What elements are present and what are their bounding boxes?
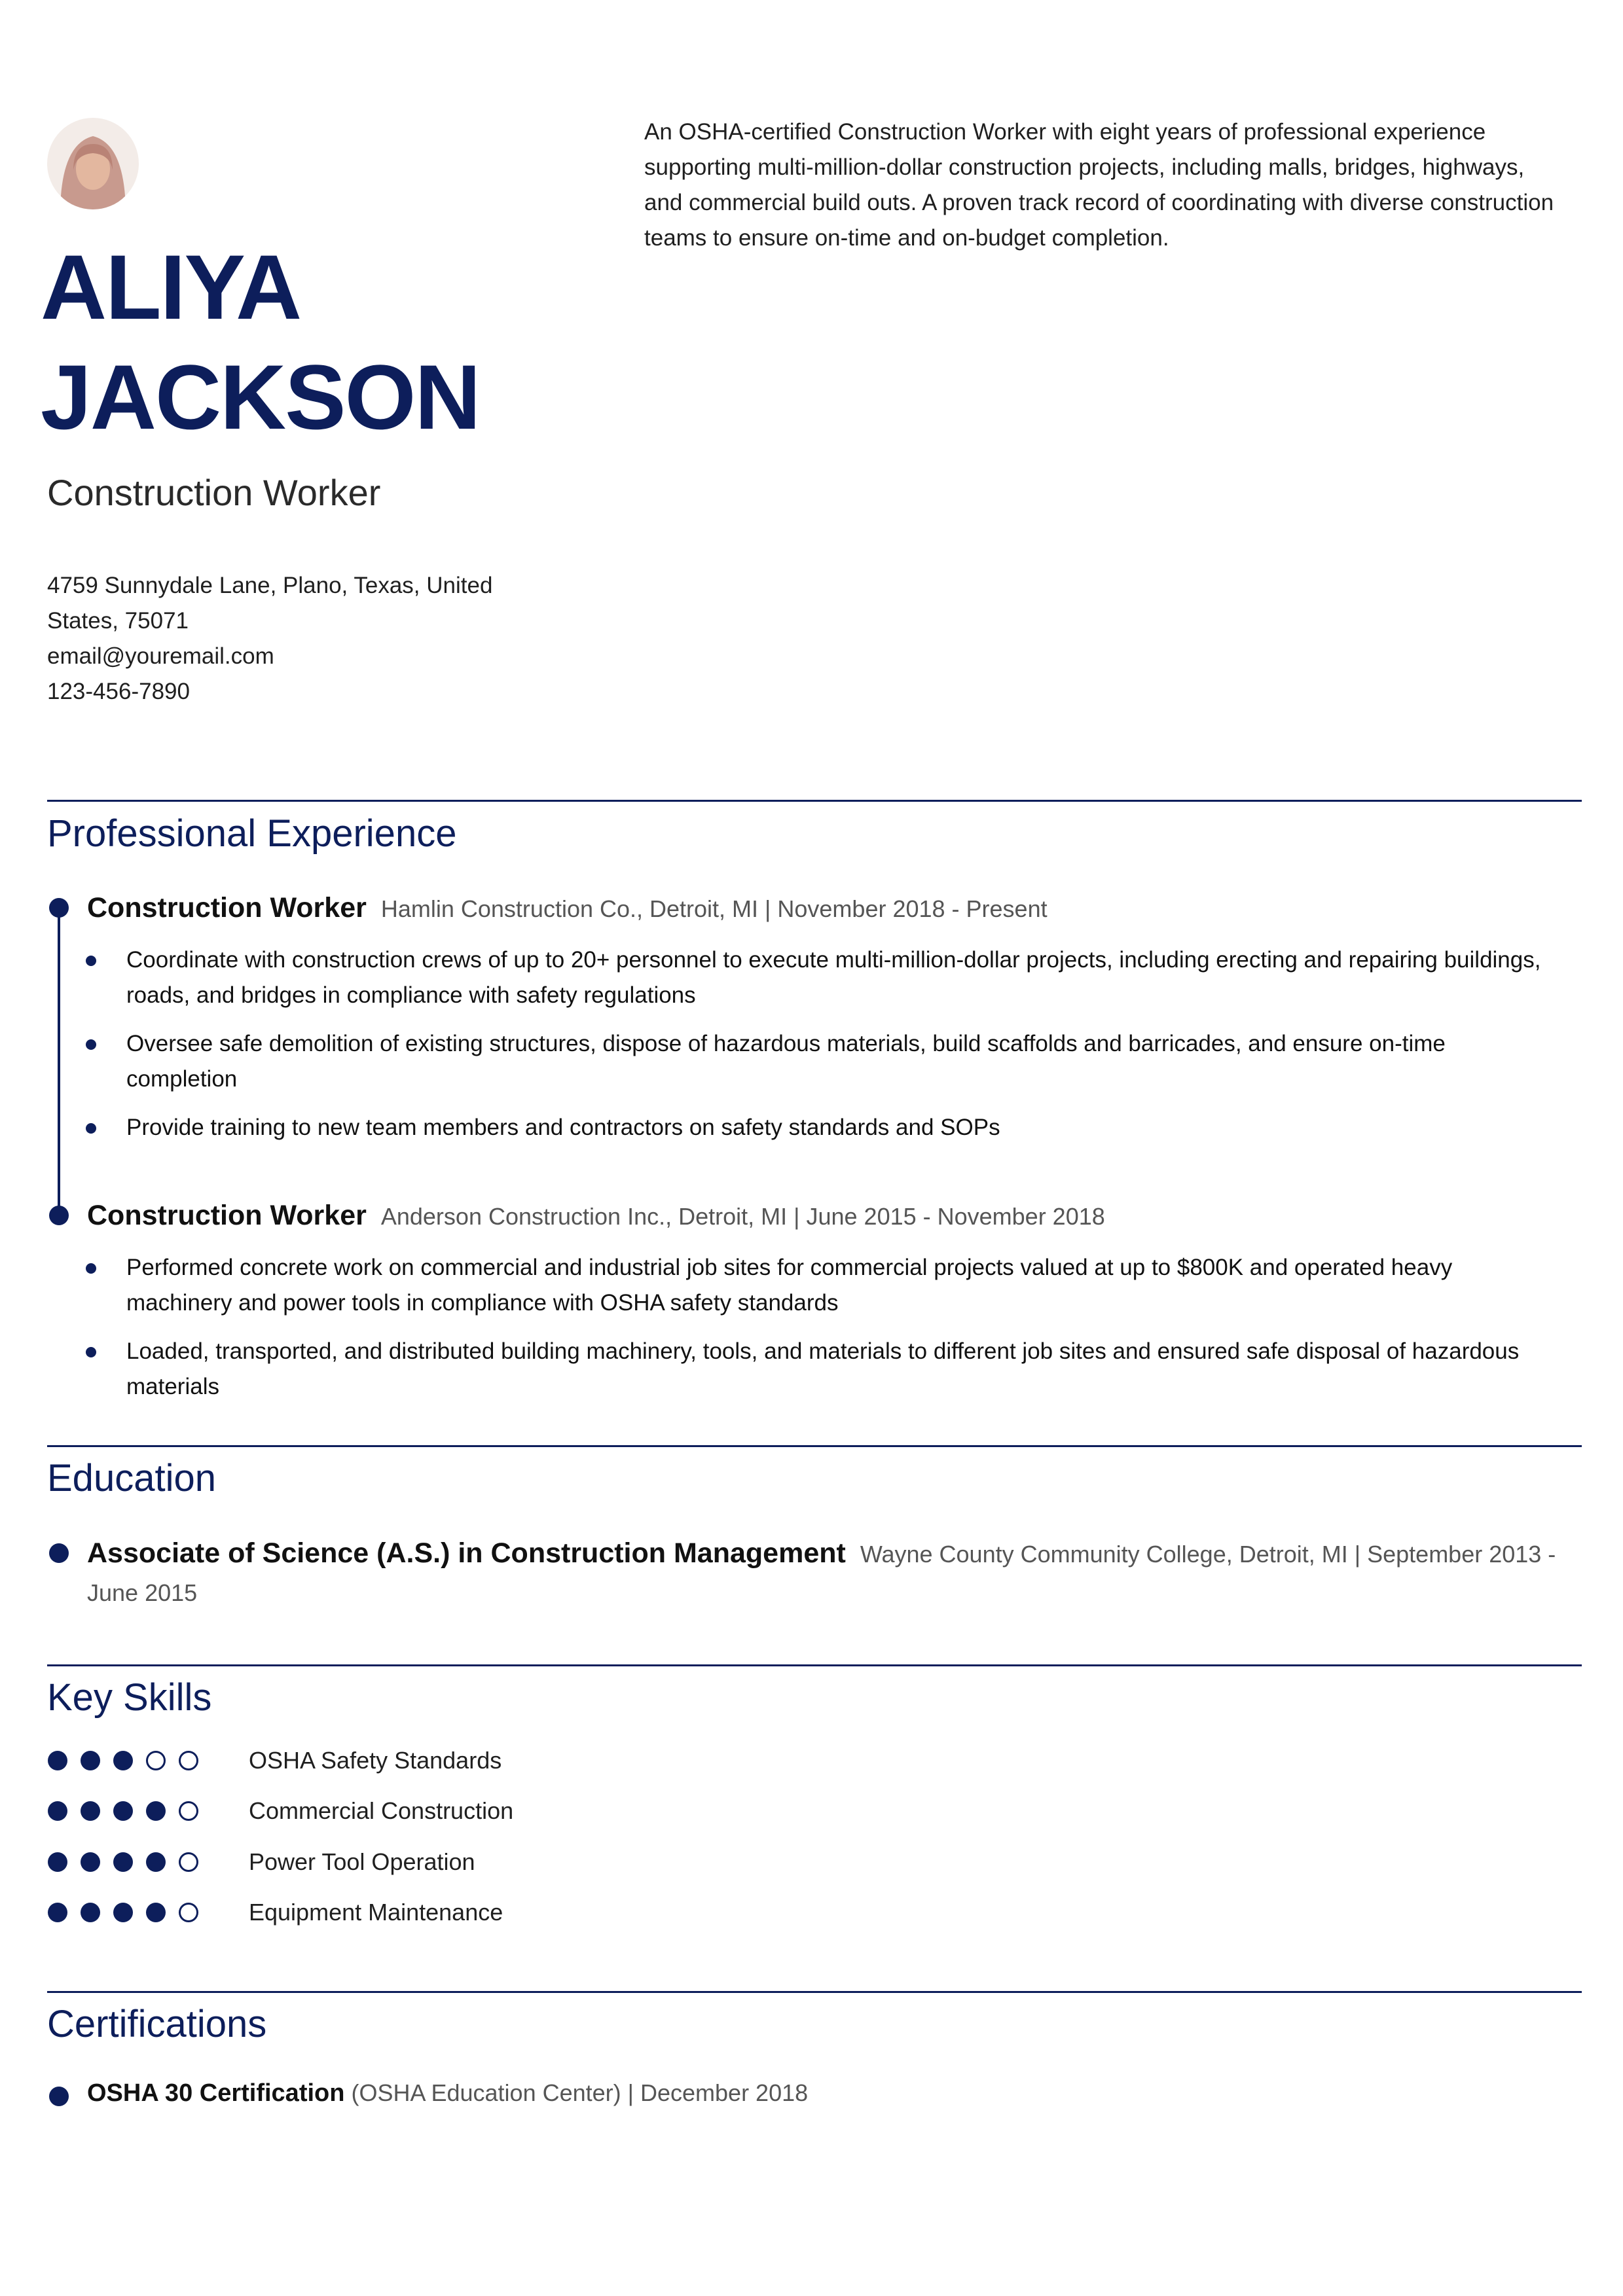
divider	[47, 800, 1582, 802]
bullet-list: Coordinate with construction crews of up…	[86, 942, 1560, 1145]
skill-name: OSHA Safety Standards	[249, 1747, 502, 1774]
name-line: JACKSON	[41, 346, 481, 448]
skill-row: Commercial Construction	[47, 1791, 833, 1831]
dot-filled	[146, 1903, 166, 1922]
divider	[47, 1664, 1582, 1666]
bullet-dot	[86, 956, 96, 966]
skill-row: Power Tool Operation	[47, 1842, 833, 1882]
bullet: Loaded, transported, and distributed bui…	[86, 1334, 1560, 1405]
dot-filled	[81, 1751, 100, 1770]
phone: 123-456-7890	[47, 679, 190, 704]
dot-filled	[49, 1206, 69, 1225]
bullet: Coordinate with construction crews of up…	[86, 942, 1560, 1013]
bullet-dot	[86, 1123, 96, 1134]
name-line: ALIYA	[41, 236, 302, 338]
dot-empty	[146, 1751, 166, 1770]
summary: An OSHA-certified Construction Worker wi…	[644, 119, 1554, 251]
job: Construction Worker Hamlin Construction C…	[86, 888, 1567, 1158]
bullet-list: Performed concrete work on commercial an…	[86, 1250, 1560, 1405]
dot-filled	[146, 1852, 166, 1872]
dot-empty	[179, 1801, 198, 1821]
job-title: Construction Worker	[47, 472, 381, 513]
dot-filled	[49, 2087, 69, 2106]
job-header: Construction Worker Hamlin Construction C…	[87, 888, 1567, 929]
skill-row: OSHA Safety Standards	[47, 1741, 833, 1780]
dot-empty	[179, 1903, 198, 1922]
skill-name: Equipment Maintenance	[249, 1899, 503, 1926]
cert-details: (OSHA Education Center) | December 2018	[351, 2079, 809, 2106]
divider	[47, 1991, 1582, 1993]
section-title: Education	[47, 1457, 216, 1499]
bullet-dot	[86, 1039, 96, 1050]
email: email@youremail.com	[47, 643, 274, 669]
job-role: Construction Worker	[87, 892, 367, 924]
name: ALIYA JACKSON	[41, 232, 481, 452]
dot-empty	[179, 1751, 198, 1770]
dot-empty	[179, 1852, 198, 1872]
dot-filled	[81, 1801, 100, 1821]
bullet-dot	[86, 1263, 96, 1274]
profile-photo	[47, 118, 139, 209]
dot-filled	[48, 1801, 67, 1821]
skill-row: Equipment Maintenance	[47, 1893, 833, 1932]
bullet: Oversee safe demolition of existing stru…	[86, 1026, 1560, 1097]
bullet: Provide training to new team members and…	[86, 1110, 1560, 1145]
dot-filled	[48, 1903, 67, 1922]
dot-filled	[113, 1903, 133, 1922]
degree: Associate of Science (A.S.) in Construct…	[87, 1537, 846, 1569]
section-title: Professional Experience	[47, 812, 457, 855]
dot-filled	[48, 1751, 67, 1770]
bullet: Performed concrete work on commercial an…	[86, 1250, 1560, 1321]
job: Construction Worker Anderson Construction…	[86, 1196, 1567, 1418]
dot-filled	[49, 1543, 69, 1563]
job-details: Hamlin Construction Co., Detroit, MI | N…	[380, 895, 1048, 922]
timeline	[58, 908, 60, 1215]
dot-filled	[49, 898, 69, 918]
job-header: Construction Worker Anderson Construction…	[87, 1196, 1567, 1236]
skill-name: Power Tool Operation	[249, 1848, 475, 1875]
section-title: Key Skills	[47, 1676, 212, 1719]
dot-filled	[48, 1852, 67, 1872]
dot-filled	[146, 1801, 166, 1821]
section-title: Certifications	[47, 2003, 267, 2045]
dot-filled	[113, 1801, 133, 1821]
dot-filled	[113, 1852, 133, 1872]
divider	[47, 1445, 1582, 1447]
address: 4759 Sunnydale Lane, Plano, Texas, Unite…	[47, 573, 493, 634]
dot-filled	[113, 1751, 133, 1770]
skill-name: Commercial Construction	[249, 1797, 514, 1824]
bullet-dot	[86, 1347, 96, 1357]
certification: OSHA 30 Certification (OSHA Education Cen…	[87, 2073, 1567, 2113]
cert-name: OSHA 30 Certification	[87, 2079, 345, 2107]
education-item: Associate of Science (A.S.) in Construct…	[87, 1534, 1567, 1612]
dot-filled	[81, 1903, 100, 1922]
education-details: Wayne County Community College, Detroit,…	[87, 1541, 1556, 1606]
dot-filled	[81, 1852, 100, 1872]
contact: 4759 Sunnydale Lane, Plano, Texas, Unite…	[47, 568, 545, 709]
job-role: Construction Worker	[87, 1200, 367, 1231]
job-details: Anderson Construction Inc., Detroit, MI …	[380, 1203, 1105, 1230]
